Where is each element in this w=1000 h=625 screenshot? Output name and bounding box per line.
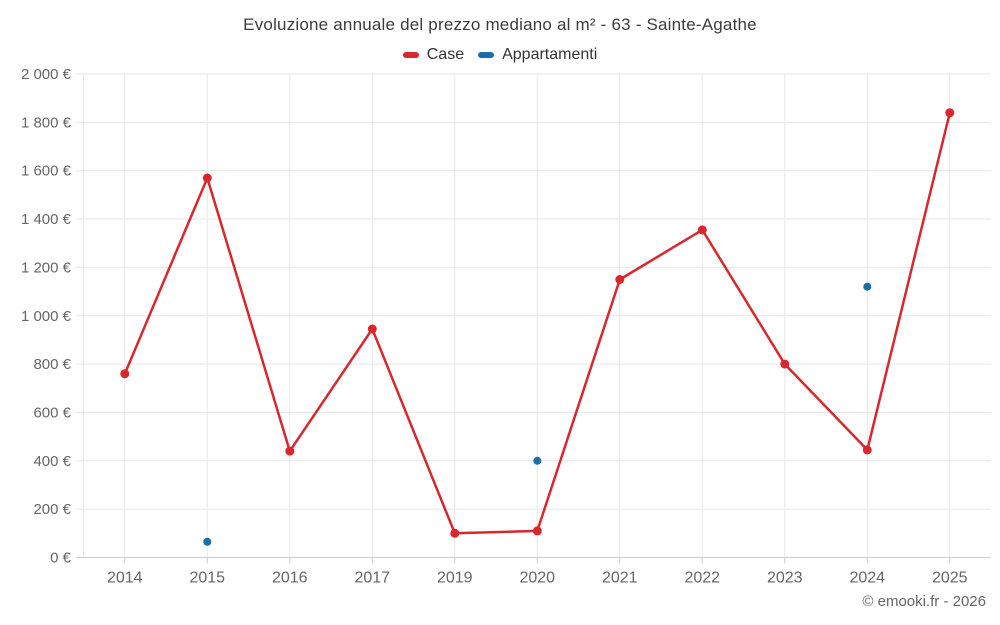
- case-point[interactable]: [862, 445, 872, 455]
- legend-item-appartamenti[interactable]: Appartamenti: [478, 46, 597, 64]
- legend-item-case[interactable]: Case: [402, 46, 465, 64]
- x-axis-label: 2024: [849, 570, 885, 587]
- case-point[interactable]: [450, 528, 460, 538]
- case-point[interactable]: [367, 324, 377, 334]
- case-point[interactable]: [697, 225, 707, 235]
- appartamenti-point[interactable]: [863, 282, 872, 291]
- y-axis-label: 2 000 €: [21, 66, 72, 83]
- legend: Case Appartamenti: [0, 46, 1000, 64]
- case-point[interactable]: [202, 173, 212, 183]
- y-axis-label: 1 600 €: [21, 163, 72, 180]
- y-axis-label: 400 €: [33, 453, 71, 470]
- case-point[interactable]: [945, 108, 955, 118]
- legend-label-appartamenti: Appartamenti: [502, 46, 598, 63]
- case-point[interactable]: [120, 369, 130, 379]
- x-axis-label: 2022: [684, 570, 720, 587]
- case-series-swatch-icon: [402, 52, 419, 58]
- y-axis-label: 0 €: [50, 550, 72, 567]
- appartamenti-point[interactable]: [203, 537, 212, 546]
- copyright-credit: © emooki.fr - 2026: [862, 593, 986, 610]
- x-axis-label: 2023: [767, 570, 803, 587]
- chart-title: Evoluzione annuale del prezzo mediano al…: [243, 15, 757, 34]
- x-axis-label: 2019: [437, 570, 473, 587]
- x-axis-label: 2021: [602, 570, 638, 587]
- x-axis-label: 2017: [354, 570, 390, 587]
- y-axis-label: 1 800 €: [21, 114, 72, 131]
- case-point[interactable]: [532, 526, 542, 536]
- case-point[interactable]: [615, 275, 625, 284]
- x-axis-label: 2025: [932, 570, 968, 587]
- appartamenti-series-swatch-icon: [478, 52, 495, 58]
- y-axis-label: 1 400 €: [21, 211, 72, 228]
- x-axis-label: 2020: [519, 570, 555, 587]
- case-point[interactable]: [780, 359, 790, 369]
- x-axis-label: 2014: [107, 570, 143, 587]
- x-axis-label: 2016: [272, 570, 308, 587]
- y-axis-label: 600 €: [33, 404, 71, 421]
- y-axis-label: 200 €: [33, 501, 71, 518]
- legend-label-case: Case: [426, 46, 465, 63]
- y-axis-label: 1 000 €: [21, 308, 72, 325]
- x-axis-label: 2015: [189, 570, 225, 587]
- y-axis-label: 1 200 €: [21, 259, 72, 276]
- appartamenti-point[interactable]: [533, 456, 542, 465]
- y-axis-label: 800 €: [33, 356, 71, 373]
- case-point[interactable]: [285, 446, 295, 456]
